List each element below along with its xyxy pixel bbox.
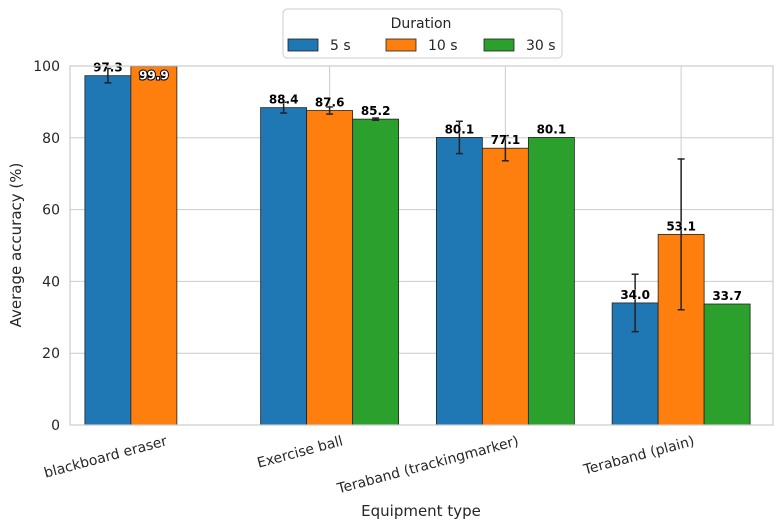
- bar: [130, 65, 178, 426]
- legend: Duration 5 s 10 s 30 s: [282, 8, 563, 59]
- data-label: 87.6: [315, 96, 345, 110]
- y-axis-ticks: 0 20 40 60 80 100: [33, 59, 60, 434]
- legend-entry-label: 5 s: [330, 38, 351, 54]
- y-tick-label: 20: [42, 346, 60, 362]
- bars: [84, 65, 751, 426]
- legend-title: Duration: [391, 16, 452, 32]
- data-label: 77.1: [491, 133, 521, 147]
- x-tick-label: Teraband (trackingmarker): [335, 433, 521, 497]
- bar: [352, 118, 400, 426]
- y-tick-label: 80: [42, 131, 60, 147]
- bar: [481, 147, 529, 426]
- data-label: 80.1: [445, 122, 475, 136]
- y-axis-title: Average accuracy (%): [7, 163, 25, 328]
- x-tick-label: Teraband (plain): [581, 433, 696, 478]
- bar: [84, 75, 132, 426]
- legend-swatch: [385, 38, 417, 52]
- data-labels: 97.3 88.4 80.1 34.0 99.9 87.6 77.1 53.1 85.2 80.1…: [93, 60, 742, 303]
- x-tick-label: Exercise ball: [256, 433, 345, 471]
- x-axis-title: Equipment type: [361, 502, 481, 520]
- data-label: 34.0: [620, 288, 650, 302]
- plot-frame: [69, 65, 774, 426]
- bar: [260, 107, 308, 426]
- data-label: 88.4: [269, 93, 299, 107]
- bar: [527, 137, 575, 426]
- y-tick-label: 40: [42, 274, 60, 290]
- legend-swatch: [287, 38, 319, 52]
- bar: [306, 110, 354, 426]
- x-tick-label: blackboard eraser: [42, 433, 169, 481]
- y-tick-label: 0: [51, 418, 60, 434]
- data-label: 80.1: [537, 122, 567, 136]
- y-tick-label: 100: [33, 59, 60, 75]
- legend-entry-label: 10 s: [428, 38, 458, 54]
- error-bars: [104, 67, 685, 333]
- bar: [703, 303, 751, 426]
- data-label: 85.2: [361, 104, 391, 118]
- legend-swatch: [483, 38, 515, 52]
- y-tick-label: 60: [42, 203, 60, 219]
- data-label: 53.1: [666, 219, 696, 233]
- data-label: 97.3: [93, 61, 123, 75]
- data-label: 33.7: [712, 289, 742, 303]
- data-label: 99.9: [139, 68, 169, 82]
- bar: [435, 137, 483, 426]
- legend-entry-label: 30 s: [526, 38, 556, 54]
